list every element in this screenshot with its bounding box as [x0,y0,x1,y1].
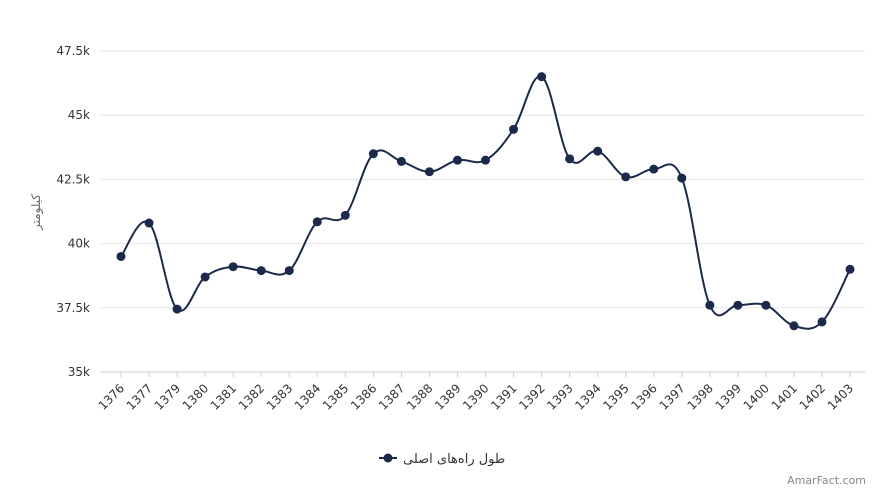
series-line [120,75,851,330]
data-point[interactable] [705,300,715,310]
data-point[interactable] [340,210,350,220]
legend-label: طول راه‌های اصلی [403,452,505,467]
grid-lines [100,50,865,373]
x-tick-label: 1381 [208,381,239,412]
x-tick-label: 1389 [432,381,463,412]
x-tick-label: 1379 [152,381,183,412]
data-point[interactable] [621,172,631,182]
data-point[interactable] [565,154,575,164]
x-tick-label: 1377 [124,381,155,412]
x-tick-label: 1390 [460,381,491,412]
x-axis-ticks: 1376137713791380138113821383138413851386… [96,372,856,413]
y-tick-label: 35k [68,365,90,379]
x-tick-label: 1391 [488,381,519,412]
data-point[interactable] [649,164,659,174]
x-tick-label: 1403 [825,381,856,412]
x-tick-label: 1383 [264,381,295,412]
data-point[interactable] [256,266,266,276]
x-tick-label: 1399 [713,381,744,412]
series-layer [116,72,855,331]
x-tick-label: 1380 [180,381,211,412]
x-tick-label: 1402 [797,381,828,412]
data-point[interactable] [593,146,603,156]
y-axis-ticks: 35k 37.5k 40k 42.5k 45k 47.5k [56,44,90,379]
data-point[interactable] [200,272,210,282]
data-point[interactable] [845,264,855,274]
x-tick-label: 1401 [769,381,800,412]
data-point[interactable] [172,304,182,314]
data-point[interactable] [677,173,687,183]
data-point[interactable] [144,218,154,228]
data-point[interactable] [789,321,799,331]
x-tick-label: 1398 [684,381,715,412]
data-point[interactable] [368,149,378,159]
x-tick-label: 1387 [376,381,407,412]
y-tick-label: 40k [68,237,90,251]
x-tick-label: 1395 [600,381,631,412]
x-tick-label: 1397 [656,381,687,412]
x-tick-label: 1385 [320,381,351,412]
data-point[interactable] [284,266,294,276]
data-point[interactable] [481,155,491,165]
data-point[interactable] [424,167,434,177]
x-tick-label: 1376 [96,381,127,412]
x-tick-label: 1396 [628,381,659,412]
data-point[interactable] [116,251,126,261]
data-point[interactable] [396,156,406,166]
data-point[interactable] [228,262,238,272]
legend-dot-marker [383,453,393,463]
x-tick-label: 1393 [544,381,575,412]
y-axis-label: کیلومتر [29,194,44,231]
data-point[interactable] [452,155,462,165]
data-point[interactable] [537,72,547,82]
x-tick-label: 1392 [516,381,547,412]
data-point[interactable] [817,317,827,327]
data-point[interactable] [733,300,743,310]
x-tick-label: 1384 [292,381,323,412]
x-tick-label: 1400 [741,381,772,412]
x-tick-label: 1386 [348,381,379,412]
x-tick-label: 1394 [572,381,603,412]
data-point[interactable] [312,217,322,227]
legend[interactable]: طول راه‌های اصلی [379,452,505,467]
data-point[interactable] [761,300,771,310]
y-tick-label: 47.5k [56,44,90,58]
x-tick-label: 1382 [236,381,267,412]
x-tick-label: 1388 [404,381,435,412]
y-tick-label: 42.5k [56,172,90,186]
y-tick-label: 37.5k [56,301,90,315]
y-tick-label: 45k [68,108,90,122]
data-point[interactable] [509,124,519,134]
credit-text[interactable]: AmarFact.com [787,474,866,487]
